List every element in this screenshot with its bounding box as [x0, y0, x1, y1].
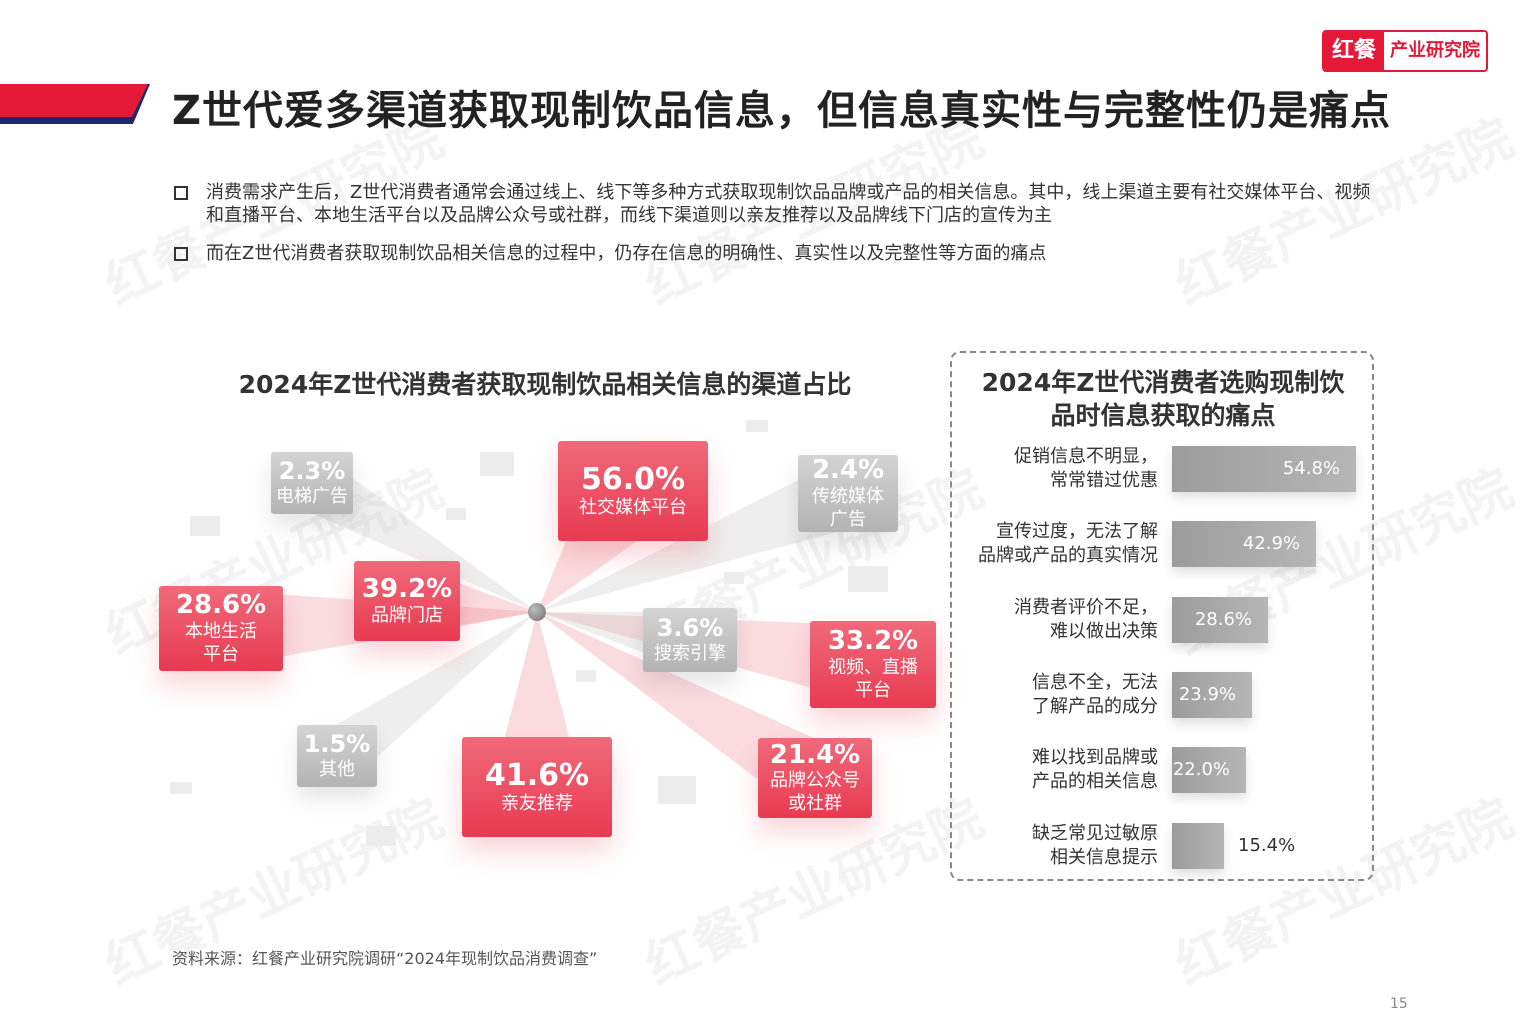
pain-label-line: 难以做出决策 — [1050, 621, 1158, 642]
channel-name: 品牌门店 — [371, 604, 443, 626]
square-bullet-icon — [174, 186, 188, 200]
channel-name: 平台 — [203, 643, 239, 665]
chart-title: 2024年Z世代消费者获取现制饮品相关信息的渠道占比 — [238, 370, 852, 399]
decor-block — [746, 420, 768, 432]
channel-name: 视频、直播 — [828, 656, 918, 678]
channel-value: 2.4% — [811, 455, 885, 486]
bullet-item: 消费需求产生后，Z世代消费者通常会通过线上、线下等多种方式获取现制饮品品牌或产品… — [174, 181, 1374, 227]
channel-card: 1.5% 其他 — [297, 725, 377, 787]
page-title: Z世代爱多渠道获取现制饮品信息，但信息真实性与完整性仍是痛点 — [172, 88, 1392, 134]
brand-logo: 红餐 产业研究院 — [1322, 30, 1489, 72]
decor-block — [366, 826, 396, 846]
pain-label: 缺乏常见过敏原相关信息提示 — [958, 822, 1158, 870]
channel-value: 21.4% — [769, 739, 861, 770]
channel-name: 亲友推荐 — [501, 793, 573, 814]
channel-value: 1.5% — [303, 730, 371, 759]
pain-label-line: 缺乏常见过敏原 — [1032, 823, 1158, 844]
decor-block — [576, 670, 596, 682]
square-bullet-icon — [174, 247, 188, 261]
channel-name: 本地生活 — [185, 620, 257, 642]
channel-name: 其他 — [319, 758, 355, 780]
chart-hub — [528, 603, 546, 621]
channel-value: 33.2% — [827, 626, 919, 657]
pain-value: 22.0% — [1172, 759, 1230, 780]
pain-label-line: 难以找到品牌或 — [1032, 747, 1158, 768]
pain-label-line: 消费者评价不足， — [1014, 597, 1158, 618]
panel-title-line: 2024年Z世代消费者选购现制饮 — [981, 368, 1345, 397]
pain-label-line: 了解产品的成分 — [1032, 696, 1158, 717]
channel-card: 33.2% 视频、直播 平台 — [810, 621, 936, 708]
pain-bar — [1172, 823, 1224, 869]
channel-card: 28.6% 本地生活 平台 — [159, 586, 283, 671]
panel-title-line: 品时信息获取的痛点 — [1050, 401, 1276, 430]
channel-name: 电梯广告 — [276, 485, 348, 507]
channel-card: 3.6% 搜索引擎 — [643, 608, 737, 672]
channel-card: 2.4% 传统媒体 广告 — [798, 455, 898, 532]
channel-name: 搜索引擎 — [654, 642, 726, 664]
pain-label-line: 品牌或产品的真实情况 — [978, 545, 1158, 566]
channel-name: 平台 — [855, 679, 891, 701]
channel-card: 41.6% 亲友推荐 — [462, 737, 612, 837]
source-note: 资料来源：红餐产业研究院调研“2024年现制饮品消费调查” — [172, 949, 598, 968]
decor-block — [190, 516, 220, 536]
pain-value: 28.6% — [1194, 609, 1252, 630]
pain-label-line: 促销信息不明显， — [1014, 446, 1158, 467]
logo-mark: 红餐 — [1324, 32, 1385, 70]
pain-bar — [1172, 747, 1246, 793]
pain-label: 宣传过度，无法了解品牌或产品的真实情况 — [958, 520, 1158, 568]
ray — [298, 458, 537, 612]
pain-points-panel — [950, 351, 1374, 881]
pain-label-line: 信息不全，无法 — [1032, 672, 1158, 693]
pain-label-line: 相关信息提示 — [1050, 847, 1158, 868]
channel-value: 3.6% — [656, 614, 724, 643]
pain-label-line: 产品的相关信息 — [1032, 771, 1158, 792]
pain-label: 促销信息不明显， 常常错过优惠 — [958, 445, 1158, 493]
logo-text: 产业研究院 — [1384, 32, 1487, 70]
channel-value: 2.3% — [278, 457, 346, 486]
pain-label: 信息不全，无法 了解产品的成分 — [958, 671, 1158, 719]
pain-value: 54.8% — [1282, 458, 1340, 479]
pain-value: 15.4% — [1238, 835, 1296, 856]
pain-label: 难以找到品牌或 产品的相关信息 — [958, 746, 1158, 794]
channel-value: 39.2% — [361, 574, 453, 605]
channel-name: 社交媒体平台 — [579, 497, 687, 518]
pain-bar — [1172, 521, 1316, 567]
pain-value: 42.9% — [1242, 533, 1300, 554]
channel-value: 41.6% — [484, 758, 590, 793]
decor-block — [446, 508, 466, 520]
channel-name: 传统媒体 — [812, 485, 884, 507]
channel-name: 品牌公众号 — [770, 770, 860, 792]
decor-block — [480, 452, 514, 476]
decor-block — [170, 782, 192, 794]
channel-card: 39.2% 品牌门店 — [354, 561, 460, 641]
header-accent-bar — [0, 84, 150, 124]
bullet-text: 而在Z世代消费者获取现制饮品相关信息的过程中，仍存在信息的明确性、真实性以及完整… — [206, 243, 1047, 264]
decor-block — [848, 566, 888, 592]
channel-card: 2.3% 电梯广告 — [271, 452, 353, 514]
pain-bar — [1172, 672, 1252, 718]
pain-bar — [1172, 446, 1356, 492]
pain-label-line: 宣传过度，无法了解 — [996, 521, 1158, 542]
decor-block — [724, 572, 744, 584]
channel-value: 56.0% — [580, 462, 686, 497]
channel-name: 广告 — [830, 508, 866, 530]
decor-block — [658, 776, 696, 804]
bullet-item: 而在Z世代消费者获取现制饮品相关信息的过程中，仍存在信息的明确性、真实性以及完整… — [174, 242, 1374, 265]
channel-card: 56.0% 社交媒体平台 — [558, 441, 708, 541]
pain-label-line: 常常错过优惠 — [1050, 470, 1158, 491]
channel-card: 21.4% 品牌公众号 或社群 — [758, 738, 872, 818]
page-number: 15 — [1390, 996, 1408, 1012]
panel-title: 2024年Z世代消费者选购现制饮 品时信息获取的痛点 — [958, 366, 1368, 432]
pain-label: 消费者评价不足， 难以做出决策 — [958, 596, 1158, 644]
pain-value: 23.9% — [1178, 684, 1236, 705]
bullet-text: 消费需求产生后，Z世代消费者通常会通过线上、线下等多种方式获取现制饮品品牌或产品… — [206, 182, 1371, 226]
channel-value: 28.6% — [175, 590, 267, 621]
pain-bar — [1172, 597, 1268, 643]
channel-name: 或社群 — [788, 793, 842, 815]
